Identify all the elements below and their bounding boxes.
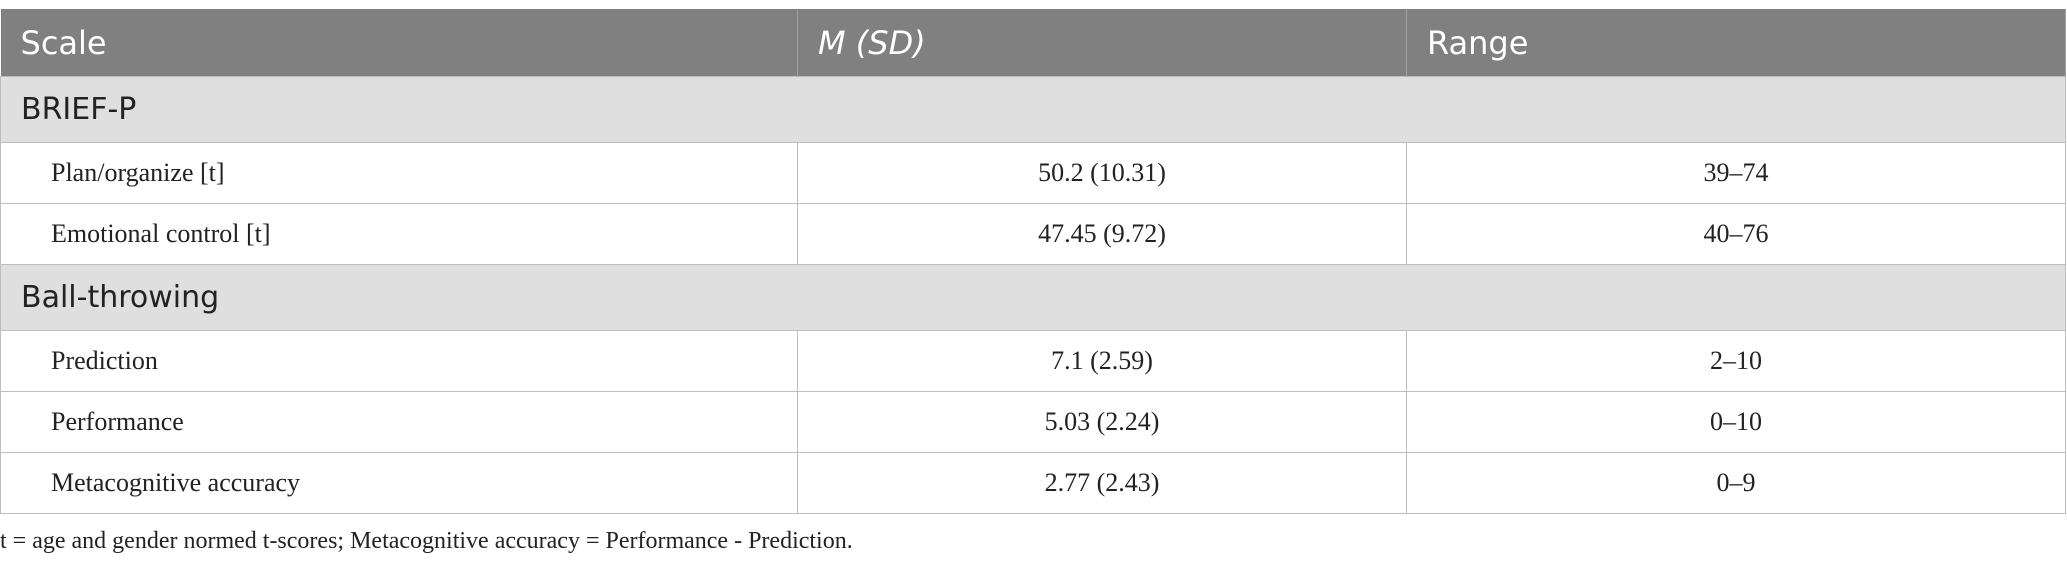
row-label: Metacognitive accuracy (0, 452, 798, 514)
row-label: Plan/organize [t] (0, 142, 798, 204)
section-title: BRIEF-P (0, 76, 2066, 143)
column-header: Scale (0, 9, 798, 77)
cell: 0–10 (1406, 391, 2066, 453)
section-row: Ball-throwing (0, 264, 2066, 331)
cell: 47.45 (9.72) (797, 203, 1407, 265)
data-row: Prediction 7.1 (2.59) 2–10 (0, 330, 2066, 392)
column-header: M (SD) (797, 9, 1407, 77)
data-row: Emotional control [t] 47.45 (9.72) 40–76 (0, 203, 2066, 265)
cell: 2.77 (2.43) (797, 452, 1407, 514)
row-label: Prediction (0, 330, 798, 392)
cell: 40–76 (1406, 203, 2066, 265)
data-row: Performance 5.03 (2.24) 0–10 (0, 391, 2066, 453)
data-table: Scale M (SD) Range BRIEF-P Plan/organize … (0, 9, 2066, 514)
cell: 5.03 (2.24) (797, 391, 1407, 453)
data-row: Metacognitive accuracy 2.77 (2.43) 0–9 (0, 452, 2066, 514)
cell: 39–74 (1406, 142, 2066, 204)
column-header: Range (1406, 9, 2066, 77)
section-title: Ball-throwing (0, 264, 2066, 331)
footnote: t = age and gender normed t-scores; Meta… (0, 528, 853, 554)
row-label: Performance (0, 391, 798, 453)
section-row: BRIEF-P (0, 76, 2066, 143)
row-label: Emotional control [t] (0, 203, 798, 265)
table-body: BRIEF-P Plan/organize [t] 50.2 (10.31) 39–7… (0, 76, 2066, 514)
header-row: Scale M (SD) Range (0, 9, 2066, 77)
cell: 7.1 (2.59) (797, 330, 1407, 392)
cell: 0–9 (1406, 452, 2066, 514)
cell: 2–10 (1406, 330, 2066, 392)
data-row: Plan/organize [t] 50.2 (10.31) 39–74 (0, 142, 2066, 204)
cell: 50.2 (10.31) (797, 142, 1407, 204)
